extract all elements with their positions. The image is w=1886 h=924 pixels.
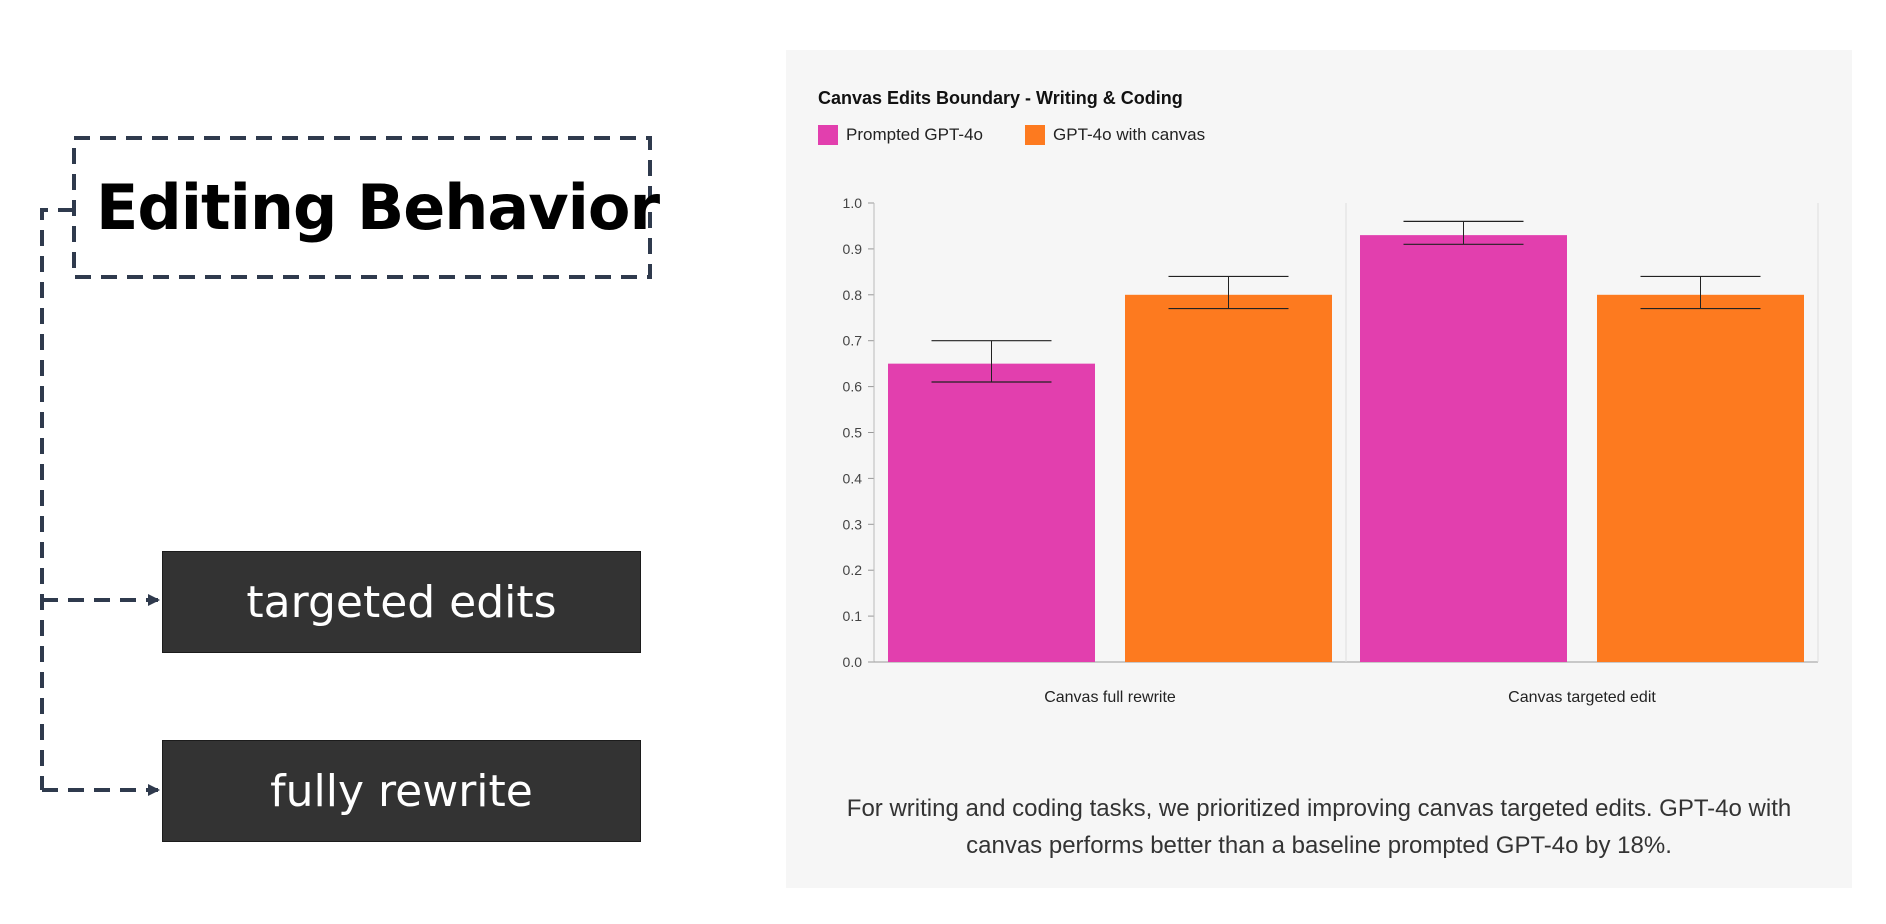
connector-line-main xyxy=(40,208,74,790)
y-tick-label-4: 0.4 xyxy=(843,470,863,486)
y-tick-label-8: 0.8 xyxy=(843,287,863,303)
legend-item-prompted: Prompted GPT-4o xyxy=(818,125,983,145)
diagram-title: Editing Behavior xyxy=(96,171,660,244)
y-tick-label-7: 0.7 xyxy=(843,333,863,349)
title-dashed-border xyxy=(72,136,652,279)
x-category-label-1: Canvas targeted edit xyxy=(1508,689,1656,706)
chart-legend: Prompted GPT-4o GPT-4o with canvas xyxy=(818,125,1205,145)
x-category-label-0: Canvas full rewrite xyxy=(1044,689,1176,706)
option-fully-rewrite: fully rewrite xyxy=(162,740,641,842)
bar-0-1 xyxy=(1125,294,1332,662)
y-tick-label-6: 0.6 xyxy=(843,379,863,395)
bar-0-0 xyxy=(888,363,1095,662)
y-tick-label-0: 0.0 xyxy=(843,654,863,670)
y-tick-label-2: 0.2 xyxy=(843,562,863,578)
legend-label-prompted: Prompted GPT-4o xyxy=(846,125,984,144)
y-tick-label-5: 0.5 xyxy=(843,425,863,441)
y-tick-label-9: 0.9 xyxy=(843,241,863,257)
legend-swatch-prompted xyxy=(818,125,838,145)
title-box: Editing Behavior xyxy=(74,138,660,277)
chart-caption: For writing and coding tasks, we priorit… xyxy=(846,795,1792,859)
legend-label-canvas: GPT-4o with canvas xyxy=(1053,125,1206,144)
bar-1-1 xyxy=(1597,294,1804,662)
bar-chart: 0.0 0.1 0.2 0.3 0.4 0.5 0.6 0.7 0.8 0.9 1.0 Canvas … xyxy=(843,195,1819,706)
legend-item-canvas: GPT-4o with canvas xyxy=(1025,125,1205,145)
option-targeted-edits: targeted edits xyxy=(162,551,641,653)
bar-1-0 xyxy=(1360,235,1567,662)
y-tick-label-10: 1.0 xyxy=(843,195,863,211)
chart-panel: Canvas Edits Boundary - Writing & Coding… xyxy=(786,50,1852,888)
y-tick-label-1: 0.1 xyxy=(843,608,863,624)
chart-title: Canvas Edits Boundary - Writing & Coding xyxy=(818,88,1183,108)
y-tick-label-3: 0.3 xyxy=(843,516,863,532)
legend-swatch-canvas xyxy=(1025,125,1046,145)
